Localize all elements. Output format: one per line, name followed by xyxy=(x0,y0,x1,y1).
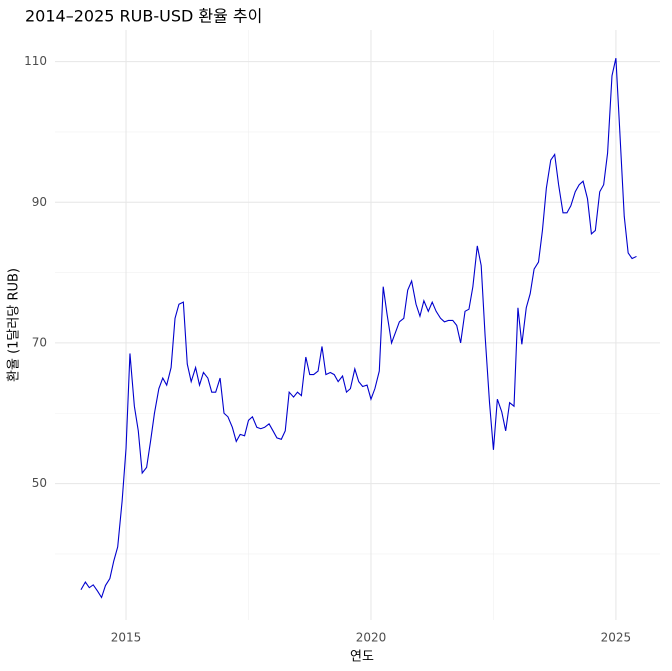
line xyxy=(80,58,637,599)
chart-title: 2014–2025 RUB-USD 환율 추이 xyxy=(25,7,262,26)
x-tick-label: 2015 xyxy=(111,631,142,645)
y-tick-label: 110 xyxy=(24,54,47,68)
y-tick-label: 50 xyxy=(32,476,47,490)
x-tick-label: 2020 xyxy=(356,631,387,645)
x-axis-label: 연도 xyxy=(350,650,374,665)
x-tick-label: 2025 xyxy=(601,631,632,645)
y-tick-label: 70 xyxy=(32,335,47,349)
y-tick-label: 90 xyxy=(32,195,47,209)
y-axis-label: 환율 (1달러당 RUB) xyxy=(7,268,22,382)
